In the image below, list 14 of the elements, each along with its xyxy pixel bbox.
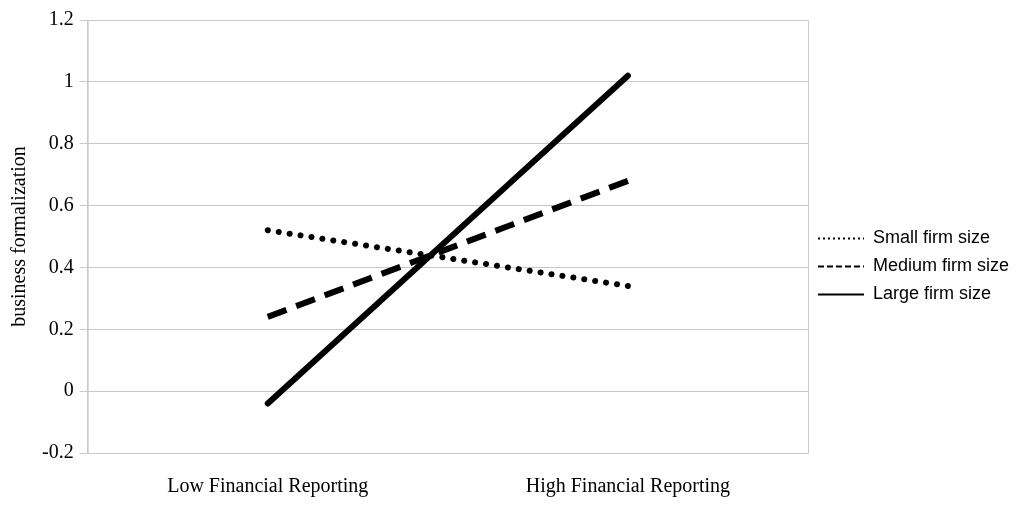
y-tick-label: 0.6 — [48, 192, 74, 215]
y-tick-label: 0.8 — [48, 130, 74, 153]
legend-label: Small firm size — [872, 227, 990, 248]
y-tick-label: 1.2 — [48, 7, 74, 30]
legend-label: Medium firm size — [872, 255, 1010, 276]
x-tick-label: Low Financial Reporting — [167, 474, 369, 498]
y-tick-label: 0.2 — [48, 316, 74, 339]
x-tick-label: High Financial Reporting — [525, 474, 731, 498]
y-tick-label: 0 — [63, 378, 74, 401]
legend-label: Large firm size — [872, 283, 992, 304]
y-axis-title: business formalization — [7, 146, 30, 327]
y-tick-label: 0.4 — [48, 254, 74, 277]
y-tick-label: 1 — [63, 69, 74, 92]
y-tick-label: -0.2 — [41, 440, 74, 463]
